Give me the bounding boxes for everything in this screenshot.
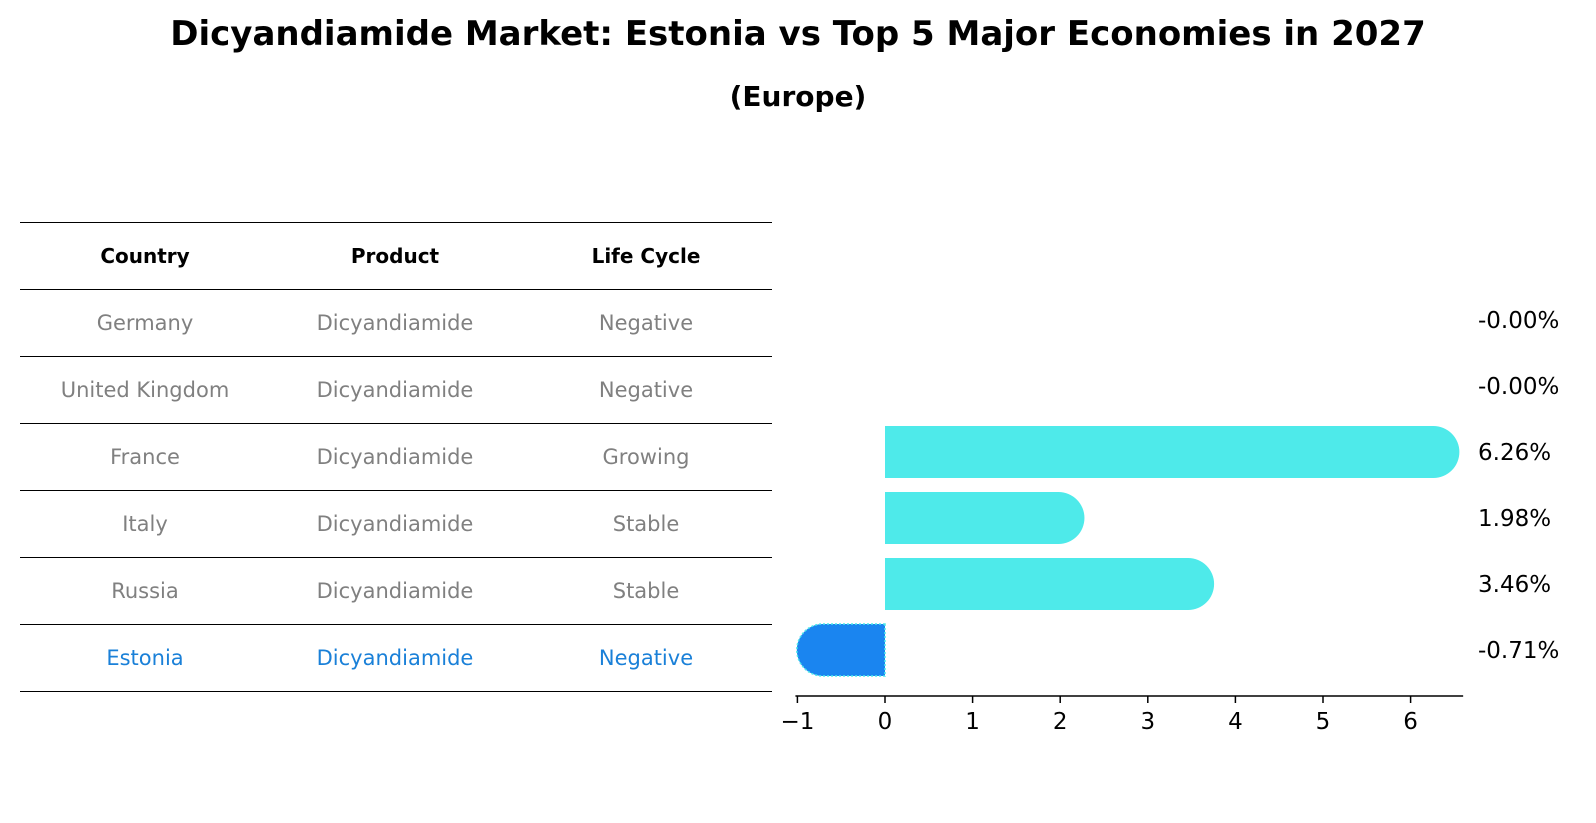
bar-france	[885, 426, 1460, 478]
cell-product: Dicyandiamide	[270, 356, 520, 424]
table-row: Italy Dicyandiamide Stable	[20, 490, 772, 558]
cell-product: Dicyandiamide	[270, 423, 520, 491]
cell-country: Estonia	[20, 624, 270, 692]
cell-life-cycle: Stable	[520, 490, 772, 558]
cell-life-cycle: Growing	[520, 423, 772, 491]
x-tick-label: −1	[780, 709, 814, 735]
chart-title: Dicyandiamide Market: Estonia vs Top 5 M…	[170, 14, 1426, 54]
header-country: Country	[20, 222, 270, 290]
data-label: -0.00%	[1478, 308, 1559, 334]
bar-russia	[885, 558, 1215, 610]
x-tick-label: 6	[1403, 709, 1418, 735]
table-row: France Dicyandiamide Growing	[20, 423, 772, 491]
x-tick-label: 3	[1140, 709, 1155, 735]
bar-estonia	[796, 623, 886, 677]
bar-italy	[885, 492, 1085, 544]
life-cycle-table: Country Product Life Cycle Germany Dicya…	[20, 222, 772, 692]
cell-life-cycle: Negative	[520, 356, 772, 424]
header-product: Product	[270, 222, 520, 290]
cell-country: United Kingdom	[20, 356, 270, 424]
cell-product: Dicyandiamide	[270, 557, 520, 625]
cell-product: Dicyandiamide	[270, 289, 520, 357]
table-row: Russia Dicyandiamide Stable	[20, 557, 772, 625]
table-header-row: Country Product Life Cycle	[20, 222, 772, 290]
data-label: -0.71%	[1478, 638, 1559, 664]
cell-product: Dicyandiamide	[270, 624, 520, 692]
x-tick-label: 4	[1228, 709, 1243, 735]
cell-product: Dicyandiamide	[270, 490, 520, 558]
table-row: United Kingdom Dicyandiamide Negative	[20, 356, 772, 424]
x-tick-label: 5	[1316, 709, 1331, 735]
cell-country: Italy	[20, 490, 270, 558]
header-life-cycle: Life Cycle	[520, 222, 772, 290]
x-tick-label: 2	[1053, 709, 1068, 735]
x-tick-label: 1	[965, 709, 980, 735]
cell-life-cycle: Negative	[520, 289, 772, 357]
table-row: Germany Dicyandiamide Negative	[20, 289, 772, 357]
data-label: 6.26%	[1478, 440, 1551, 466]
cell-country: Germany	[20, 289, 270, 357]
cell-country: Russia	[20, 557, 270, 625]
data-label: -0.00%	[1478, 374, 1559, 400]
table-row-highlight: Estonia Dicyandiamide Negative	[20, 624, 772, 692]
data-label: 3.46%	[1478, 572, 1551, 598]
cell-life-cycle: Stable	[520, 557, 772, 625]
cell-country: France	[20, 423, 270, 491]
chart-subtitle: (Europe)	[729, 80, 867, 113]
cell-life-cycle: Negative	[520, 624, 772, 692]
x-tick-label: 0	[878, 709, 893, 735]
data-label: 1.98%	[1478, 506, 1551, 532]
